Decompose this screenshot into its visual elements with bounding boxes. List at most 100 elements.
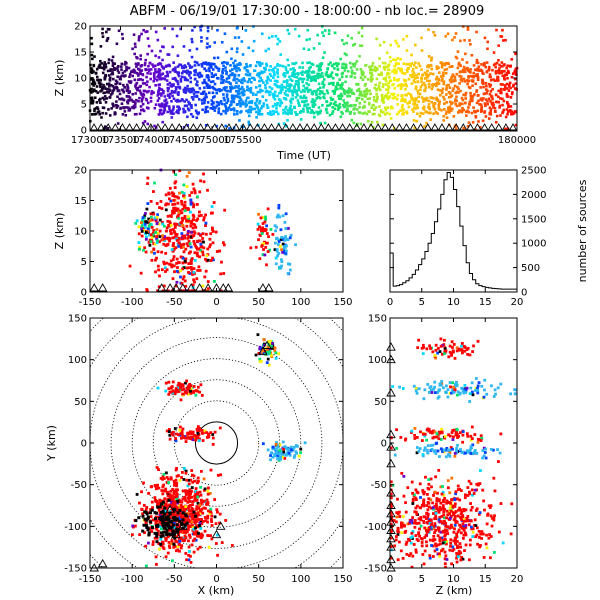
time-height-source [160, 65, 164, 68]
time-height-source [425, 79, 429, 83]
time-height-source [195, 47, 199, 51]
time-height-source [375, 97, 379, 101]
time-height-source [464, 91, 468, 95]
z-y-source [454, 492, 457, 496]
time-height-source [289, 101, 293, 104]
time-height-source [318, 42, 321, 45]
plan-view-source [155, 519, 159, 523]
time-height-source [269, 79, 272, 82]
plan-view-source [209, 518, 213, 521]
x-z-source [180, 190, 184, 194]
time-height-source [162, 103, 166, 107]
time-height-source [502, 88, 506, 91]
plan-view-source [186, 528, 190, 532]
plan-view-source [153, 496, 157, 500]
x-z-source [202, 180, 206, 184]
time-height-source [359, 68, 363, 71]
plan-view-source [174, 488, 178, 492]
time-height-source [485, 91, 488, 95]
time-height-source [377, 86, 381, 90]
time-height-source [396, 84, 400, 88]
time-height-source [381, 61, 385, 65]
x-z-source [158, 206, 161, 209]
time-height-source [395, 69, 398, 73]
x-z-source [208, 243, 212, 247]
time-height-source [457, 61, 461, 65]
time-height-source [218, 89, 222, 93]
time-height-source [348, 61, 352, 65]
time-height-source [306, 61, 309, 65]
time-height-source [455, 104, 459, 108]
time-height-source [405, 62, 408, 66]
z-y-source [479, 532, 483, 536]
time-height-source [291, 94, 295, 97]
time-height-source [510, 75, 514, 79]
z-y-source [455, 551, 459, 555]
time-height-source [146, 37, 150, 40]
time-height-source [145, 106, 149, 109]
plan-view-source [219, 473, 223, 477]
time-height-source [339, 115, 343, 119]
plan-view-source [184, 471, 188, 475]
time-height-source [98, 78, 101, 82]
time-height-source [450, 109, 453, 112]
time-height-source [458, 104, 462, 107]
time-height-source [507, 71, 511, 74]
time-height-source [90, 68, 94, 71]
time-height-source [495, 100, 499, 104]
x-z-source [280, 248, 283, 252]
time-height-source [487, 97, 491, 101]
x-z-source [193, 231, 197, 235]
plan-view-source [173, 532, 177, 536]
x-z-source [193, 189, 197, 193]
time-height-source [276, 68, 280, 71]
time-height-source [317, 82, 321, 86]
time-height-source [264, 67, 267, 70]
time-height-source [331, 106, 334, 109]
time-height-source [459, 102, 463, 106]
x-z-source [153, 181, 156, 185]
x-z-source [179, 275, 182, 279]
time-height-source [416, 91, 420, 95]
x-z-source [198, 269, 202, 272]
plan-view-source [193, 537, 197, 541]
time-height-source [181, 65, 184, 68]
plan-view-source [259, 346, 263, 350]
time-height-source [347, 89, 351, 93]
time-height-source [441, 77, 444, 81]
time-height-source [382, 82, 385, 86]
time-height-source [402, 62, 406, 66]
x-z-source [201, 250, 205, 254]
time-height-source [98, 97, 102, 101]
plan-view-source [166, 522, 170, 526]
z-y-source [441, 504, 445, 507]
time-height-source [100, 87, 104, 91]
plan-view-panel: -150 -100 -50 0 50 100 150-150-100-50050100150… [45, 314, 353, 598]
time-height-source [174, 66, 177, 70]
plan-view-source [269, 339, 272, 343]
time-height-source [232, 78, 235, 82]
time-height-source [111, 68, 114, 71]
time-height-source [459, 75, 463, 78]
x-z-source [192, 270, 196, 274]
time-height-source [265, 64, 269, 67]
time-height-station-marker [288, 123, 298, 132]
time-height-source [438, 100, 442, 104]
time-height-source [165, 70, 169, 74]
time-height-source [352, 108, 355, 111]
time-height-source [245, 65, 249, 68]
plan-view-source [196, 511, 200, 515]
time-height-source [250, 100, 254, 103]
plan-view-source [270, 344, 273, 348]
plan-view-source [175, 506, 179, 510]
time-height-source [153, 106, 157, 110]
plan-view-source [161, 475, 165, 478]
x-z-source [284, 249, 288, 253]
time-height-source [445, 84, 449, 87]
time-height-source [413, 80, 417, 84]
time-height-source [209, 106, 213, 110]
x-z-source [139, 221, 143, 225]
time-height-source [412, 99, 415, 102]
time-height-source [138, 89, 142, 93]
x-z-source [265, 224, 269, 228]
